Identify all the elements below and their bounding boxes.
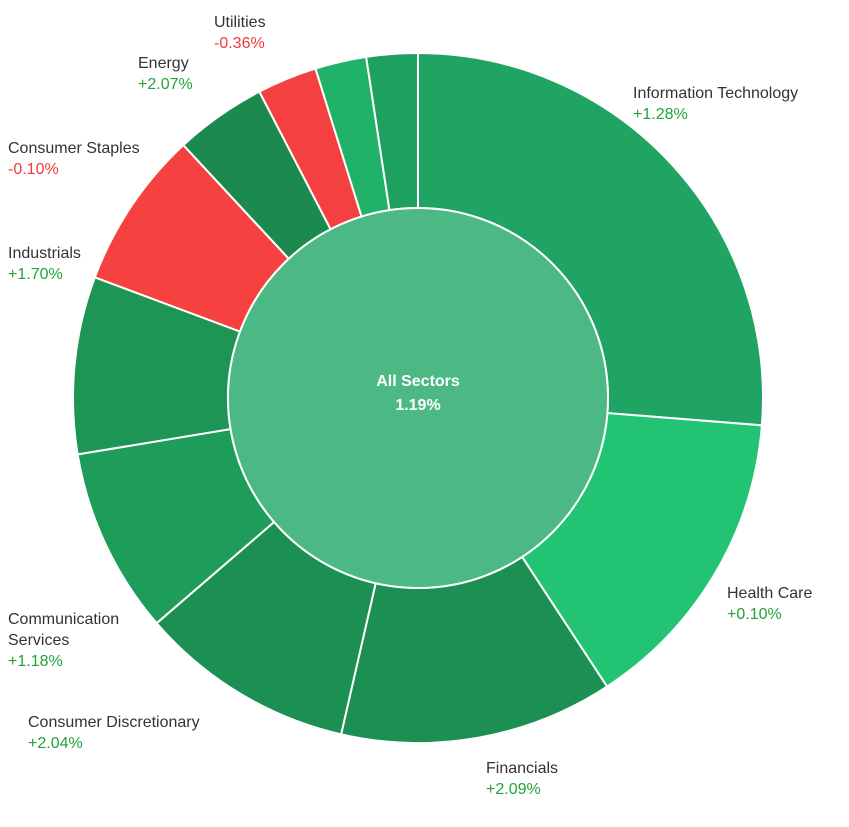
sector-change: +2.07% <box>138 76 193 93</box>
sector-label: Utilities -0.36% <box>214 12 314 54</box>
sector-label: Consumer Discretionary +2.04% <box>28 712 258 754</box>
sector-change: +1.70% <box>8 266 63 283</box>
sector-label: Communication Services +1.18% <box>8 609 148 672</box>
sector-name: Financials <box>486 760 559 777</box>
sector-label: Financials +2.09% <box>486 758 606 800</box>
sector-change: -0.36% <box>214 35 265 52</box>
center-value: 1.19% <box>395 397 441 414</box>
sector-change: +1.18% <box>8 653 63 670</box>
sector-label: Health Care +0.10% <box>727 583 847 625</box>
sector-change: +2.04% <box>28 735 83 752</box>
sector-name: Consumer Discretionary <box>28 714 200 731</box>
sector-change: +0.10% <box>727 606 782 623</box>
center-label: All Sectors 1.19% <box>318 370 518 418</box>
sector-label: Consumer Staples -0.10% <box>8 138 178 180</box>
sector-label: Information Technology +1.28% <box>633 83 849 125</box>
sector-name: Consumer Staples <box>8 140 140 157</box>
sector-name: Utilities <box>214 14 266 31</box>
sector-name: Health Care <box>727 585 813 602</box>
sector-label: Industrials +1.70% <box>8 243 128 285</box>
sector-change: +1.28% <box>633 106 688 123</box>
sector-name: Industrials <box>8 245 81 262</box>
center-circle <box>227 207 609 589</box>
center-title: All Sectors <box>376 373 460 390</box>
sector-change: -0.10% <box>8 161 59 178</box>
sector-name: Communication Services <box>8 611 120 649</box>
sector-name: Information Technology <box>633 85 799 102</box>
sector-label: Energy +2.07% <box>138 53 238 95</box>
sector-name: Energy <box>138 55 189 72</box>
sector-change: +2.09% <box>486 781 541 798</box>
